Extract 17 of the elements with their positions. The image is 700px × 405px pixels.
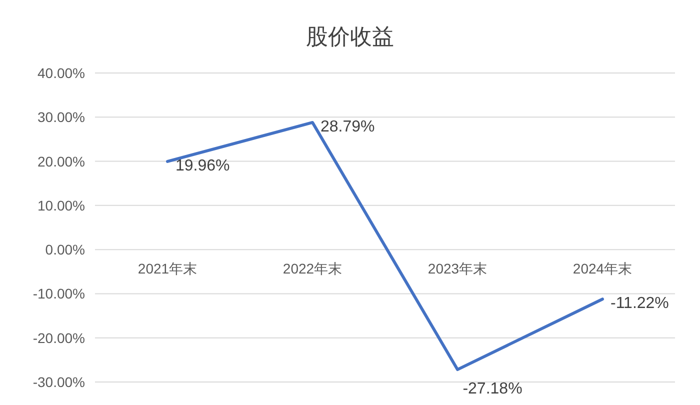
data-label: -11.22% xyxy=(610,295,669,312)
y-tick-label: -10.00% xyxy=(32,286,85,302)
chart-title: 股价收益 xyxy=(306,24,394,49)
y-tick-label: 30.00% xyxy=(38,109,85,126)
data-label: 28.79% xyxy=(320,118,375,136)
x-tick-label: 2021年末 xyxy=(138,260,198,277)
y-tick-label: 20.00% xyxy=(38,153,85,170)
y-tick-label: 10.00% xyxy=(38,197,85,214)
data-label: 19.96% xyxy=(176,157,230,174)
y-tick-label: -20.00% xyxy=(32,330,85,346)
x-tick-label: 2022年末 xyxy=(282,260,342,277)
y-tick-label: -30.00% xyxy=(32,374,85,390)
data-label: -27.18% xyxy=(462,380,522,398)
y-tick-label: 40.00% xyxy=(38,65,85,81)
x-tick-label: 2023年末 xyxy=(428,260,488,277)
y-tick-label: 0.00% xyxy=(45,242,85,258)
x-tick-label: 2024年末 xyxy=(572,260,632,277)
